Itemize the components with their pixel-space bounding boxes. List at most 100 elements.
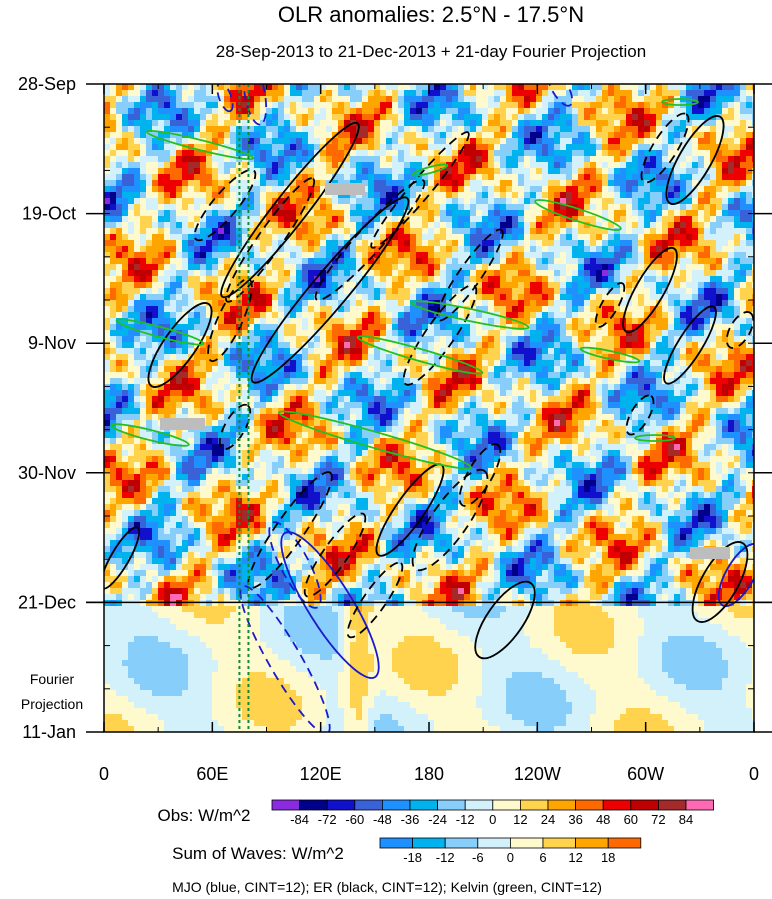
heatmap-field bbox=[104, 84, 754, 732]
colorbar-swatch bbox=[477, 837, 511, 849]
colorbar-tick-label: -18 bbox=[403, 850, 422, 865]
colorbar-swatch bbox=[509, 837, 544, 849]
er-contour bbox=[691, 541, 749, 623]
colorbar-tick-label: 12 bbox=[513, 812, 527, 827]
colorbar-tick-label: 24 bbox=[541, 812, 555, 827]
axes: 0 60E 120E 180 120W 60W 0 28-Sep 19-Oct 9-Nov 30-N… bbox=[18, 74, 772, 784]
colorbar-swatch bbox=[381, 799, 411, 811]
y-tick-label: 28-Sep bbox=[18, 74, 76, 94]
colorbar-swatch bbox=[547, 799, 577, 811]
missing-data-block bbox=[325, 183, 365, 195]
obs-colorbar: -84 -72 -60 -48 -36 -24 -12 0 12 24 36 48 60 72 84 bbox=[271, 799, 715, 827]
colorbar-tick-label: 0 bbox=[489, 812, 496, 827]
kelvin-contour bbox=[115, 318, 205, 346]
er-contour bbox=[247, 471, 333, 589]
kelvin-contour bbox=[145, 129, 255, 161]
colorbar-swatch bbox=[492, 799, 521, 811]
kelvin-contour bbox=[410, 300, 530, 330]
mjo-contour bbox=[268, 521, 322, 609]
colorbar-swatch bbox=[412, 837, 446, 849]
footnote: MJO (blue, CINT=12); ER (black, CINT=12)… bbox=[172, 879, 602, 895]
colorbar-tick-label: 12 bbox=[568, 850, 582, 865]
colorbar-swatch bbox=[437, 799, 466, 811]
colorbar-tick-label: -60 bbox=[345, 812, 364, 827]
er-contour bbox=[104, 526, 141, 590]
colorbar-swatch bbox=[685, 799, 715, 811]
er-contour bbox=[314, 179, 426, 301]
colorbar-swatch bbox=[271, 799, 301, 811]
mjo-contour bbox=[717, 542, 754, 608]
obs-colorbar-label: Obs: W/m^2 bbox=[158, 806, 251, 825]
kelvin-contour bbox=[110, 423, 190, 447]
mjo-contour bbox=[242, 84, 268, 126]
kelvin-contour bbox=[534, 199, 622, 231]
er-contour bbox=[207, 278, 253, 362]
x-tick-label: 0 bbox=[99, 764, 109, 784]
mjo-contour bbox=[280, 531, 380, 679]
er-contour bbox=[402, 284, 478, 386]
er-contour bbox=[665, 115, 725, 205]
er-contour bbox=[663, 305, 717, 385]
er-contour bbox=[220, 121, 360, 299]
colorbar-swatch bbox=[602, 799, 632, 811]
colorbar-swatch bbox=[575, 837, 609, 849]
colorbar-tick-label: 60 bbox=[624, 812, 638, 827]
colorbar-tick-label: -6 bbox=[472, 850, 484, 865]
colorbar-tick-label: -12 bbox=[436, 850, 455, 865]
y-tick-label: 21-Dec bbox=[18, 592, 76, 612]
colorbar-swatch bbox=[299, 799, 328, 811]
er-contour bbox=[193, 168, 257, 242]
colorbar-tick-label: 0 bbox=[507, 850, 514, 865]
kelvin-contour bbox=[634, 434, 676, 442]
er-contour bbox=[725, 311, 754, 349]
wave-contours bbox=[104, 84, 754, 732]
er-contour bbox=[250, 196, 410, 384]
x-tick-label: 60W bbox=[627, 764, 664, 784]
colorbar-tick-label: -48 bbox=[373, 812, 392, 827]
colorbar-swatch bbox=[464, 799, 494, 811]
colorbar-tick-label: 36 bbox=[568, 812, 582, 827]
colorbar-tick-label: -12 bbox=[456, 812, 475, 827]
colorbar-tick-label: 72 bbox=[651, 812, 665, 827]
er-contour bbox=[625, 394, 655, 436]
colorbar-swatch bbox=[354, 799, 383, 811]
colorbar-tick-label: 84 bbox=[679, 812, 693, 827]
er-contour bbox=[346, 561, 404, 639]
colorbar-tick-label: 48 bbox=[596, 812, 610, 827]
y-tick-label: 30-Nov bbox=[18, 463, 76, 483]
er-contour bbox=[411, 468, 489, 572]
er-contour bbox=[640, 112, 690, 184]
colorbar-swatch bbox=[658, 799, 687, 811]
colorbar-swatch bbox=[607, 837, 642, 849]
waves-colorbar-label: Sum of Waves: W/m^2 bbox=[172, 844, 344, 863]
waves-colorbar: -18 -12 -6 0 6 12 18 bbox=[379, 837, 642, 865]
colorbar-tick-label: 18 bbox=[601, 850, 615, 865]
kelvin-contour bbox=[579, 346, 641, 364]
colorbar-swatch bbox=[520, 799, 549, 811]
colorbar-swatch bbox=[575, 799, 604, 811]
er-contour bbox=[458, 443, 502, 507]
colorbar-tick-label: -84 bbox=[290, 812, 309, 827]
colorbar-tick-label: -36 bbox=[401, 812, 420, 827]
kelvin-contour bbox=[356, 335, 484, 375]
y-tick-label: 9-Nov bbox=[28, 333, 76, 353]
er-contour bbox=[622, 246, 678, 334]
colorbar-swatch bbox=[542, 837, 576, 849]
x-tick-label: 120E bbox=[300, 764, 342, 784]
mjo-contour bbox=[216, 84, 234, 113]
x-tick-label: 60E bbox=[196, 764, 228, 784]
er-contour bbox=[147, 302, 213, 388]
missing-data-block bbox=[690, 547, 730, 559]
chart-subtitle: 28-Sep-2013 to 21-Dec-2013 + 21-day Four… bbox=[216, 42, 646, 61]
colorbar-swatch bbox=[326, 799, 356, 811]
chart-title: OLR anomalies: 2.5°N - 17.5°N bbox=[278, 2, 584, 27]
er-contour bbox=[370, 131, 470, 249]
colorbar-tick-label: -24 bbox=[428, 812, 447, 827]
er-contour bbox=[594, 282, 626, 328]
missing-data-block bbox=[160, 418, 205, 430]
colorbar-swatch bbox=[630, 799, 659, 811]
mjo-contour bbox=[546, 84, 574, 107]
kelvin-contour bbox=[411, 163, 449, 177]
er-contour bbox=[218, 403, 252, 451]
